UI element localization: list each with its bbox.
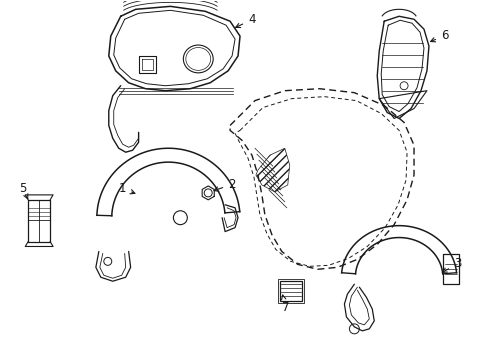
- Bar: [277, 279, 303, 303]
- Text: 2: 2: [214, 178, 235, 191]
- Text: 5: 5: [19, 182, 28, 199]
- Text: 6: 6: [430, 29, 447, 42]
- Polygon shape: [255, 148, 289, 192]
- Text: 1: 1: [119, 182, 135, 195]
- Text: 7: 7: [281, 295, 289, 314]
- Text: 4: 4: [235, 13, 255, 27]
- Bar: [279, 281, 301, 301]
- Text: 3: 3: [442, 257, 460, 272]
